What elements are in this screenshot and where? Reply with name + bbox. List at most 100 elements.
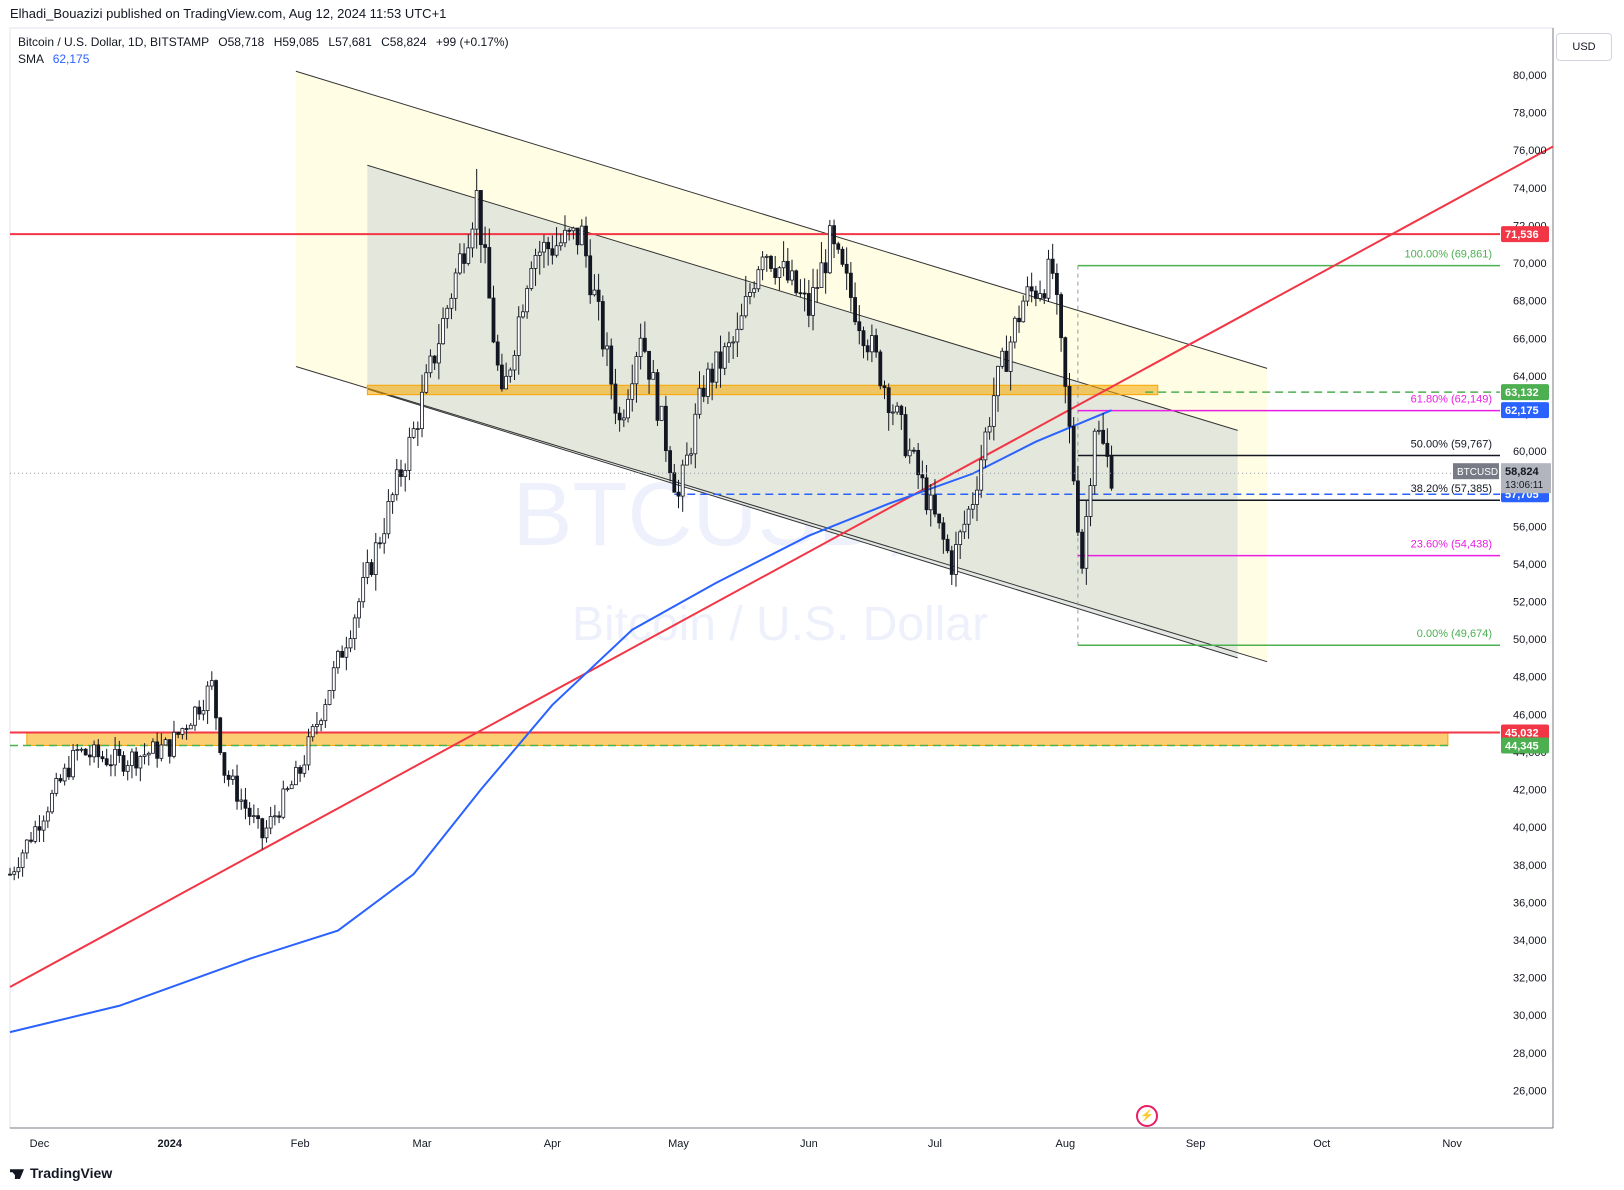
candle-body: [1101, 429, 1106, 444]
candle-body: [584, 225, 588, 257]
candle-body: [369, 562, 374, 575]
candle-body: [487, 247, 492, 299]
candle-body: [882, 385, 887, 389]
candle-body: [466, 247, 471, 264]
candle-body: [1050, 258, 1055, 274]
candle-body: [1017, 317, 1021, 323]
candle-body: [706, 368, 710, 397]
y-tick-label: 78,000: [1513, 108, 1547, 120]
candle-body: [823, 262, 828, 274]
change-value: +99 (+0.17%): [435, 35, 509, 49]
candle-body: [50, 792, 54, 813]
candle-body: [365, 562, 370, 578]
candle-body: [537, 251, 542, 256]
x-tick-label: 2024: [158, 1138, 183, 1150]
x-tick-label: May: [668, 1138, 689, 1150]
candle-body: [445, 307, 450, 319]
candle-body: [819, 262, 824, 288]
candle-body: [1046, 258, 1051, 299]
candle-body: [281, 788, 286, 818]
y-tick-label: 34,000: [1513, 935, 1547, 947]
candle-body: [272, 815, 277, 818]
candle-body: [554, 245, 559, 256]
candle-body: [1063, 337, 1068, 387]
candle-body: [979, 459, 984, 491]
high-value: H59,085: [273, 35, 320, 49]
x-tick-label: Sep: [1186, 1138, 1206, 1150]
candle-body: [457, 253, 462, 274]
flash-icon[interactable]: ⚡: [1136, 1105, 1158, 1127]
sma-value: 62,175: [52, 52, 90, 66]
candle-body: [592, 289, 597, 296]
candle-body: [449, 297, 454, 309]
candle-body: [970, 504, 975, 510]
candle-body: [991, 395, 996, 427]
candle-body: [827, 225, 832, 274]
candle-body: [432, 355, 437, 364]
y-tick-label: 56,000: [1513, 521, 1547, 533]
candle-body: [54, 778, 59, 794]
inner-lower-line: [367, 388, 1238, 659]
candle-body: [361, 577, 366, 603]
candle-body: [954, 544, 958, 575]
candle-body: [8, 873, 12, 876]
y-tick-label: 46,000: [1513, 709, 1547, 721]
candle-body: [928, 494, 933, 511]
price-label-5: 44,345: [1505, 740, 1539, 752]
candle-body: [29, 839, 33, 842]
x-tick-label: Jul: [928, 1138, 942, 1150]
candle-body: [441, 318, 445, 345]
candle-body: [193, 706, 197, 726]
y-tick-label: 64,000: [1513, 371, 1547, 383]
last-price-value: 58,824: [1505, 466, 1540, 478]
candle-body: [533, 255, 538, 269]
candle-body: [1059, 294, 1063, 339]
sma-line: [9, 409, 1112, 1034]
candle-body: [130, 751, 134, 766]
candle-body: [546, 241, 551, 250]
candle-body: [680, 464, 685, 497]
candle-body: [621, 417, 626, 421]
candle-body: [609, 345, 614, 385]
fib-level-label-1: 61.80% (62,149): [1411, 394, 1492, 406]
y-tick-label: 60,000: [1513, 446, 1547, 458]
candle-body: [264, 827, 269, 839]
candle-body: [58, 778, 63, 782]
candle-body: [1105, 442, 1110, 457]
price-label-bg-2: [1501, 402, 1549, 419]
candle-body: [903, 414, 908, 457]
candle-body: [315, 724, 319, 727]
candle-body: [96, 744, 101, 758]
y-tick-label: 66,000: [1513, 333, 1547, 345]
candle-body: [529, 268, 534, 289]
candle-body: [743, 295, 748, 317]
candle-body: [697, 387, 702, 415]
candle-body: [638, 337, 643, 357]
candle-body: [655, 372, 660, 421]
candle-body: [605, 345, 609, 350]
candle-body: [575, 227, 580, 246]
candle-body: [937, 513, 942, 524]
candle-body: [1076, 480, 1080, 533]
candle-body: [617, 412, 622, 421]
candle-body: [689, 453, 694, 456]
fib-level-label-3: 38.20% (57,385): [1411, 483, 1492, 495]
candle-body: [92, 744, 96, 758]
candle-body: [239, 799, 244, 802]
y-tick-label: 54,000: [1513, 559, 1547, 571]
candle-body: [357, 601, 361, 619]
candle-body: [642, 337, 647, 352]
currency-button[interactable]: USD: [1556, 33, 1612, 61]
candle-body: [794, 270, 799, 294]
candle-body: [596, 289, 601, 302]
support-zone-1: [366, 384, 1159, 396]
candle-body: [214, 680, 218, 719]
candle-body: [289, 784, 294, 790]
candle-body: [714, 351, 719, 383]
candle-body: [62, 767, 67, 782]
candle-body: [630, 383, 635, 400]
y-tick-label: 74,000: [1513, 183, 1547, 195]
candle-body: [756, 269, 761, 290]
candle-body: [693, 413, 698, 455]
